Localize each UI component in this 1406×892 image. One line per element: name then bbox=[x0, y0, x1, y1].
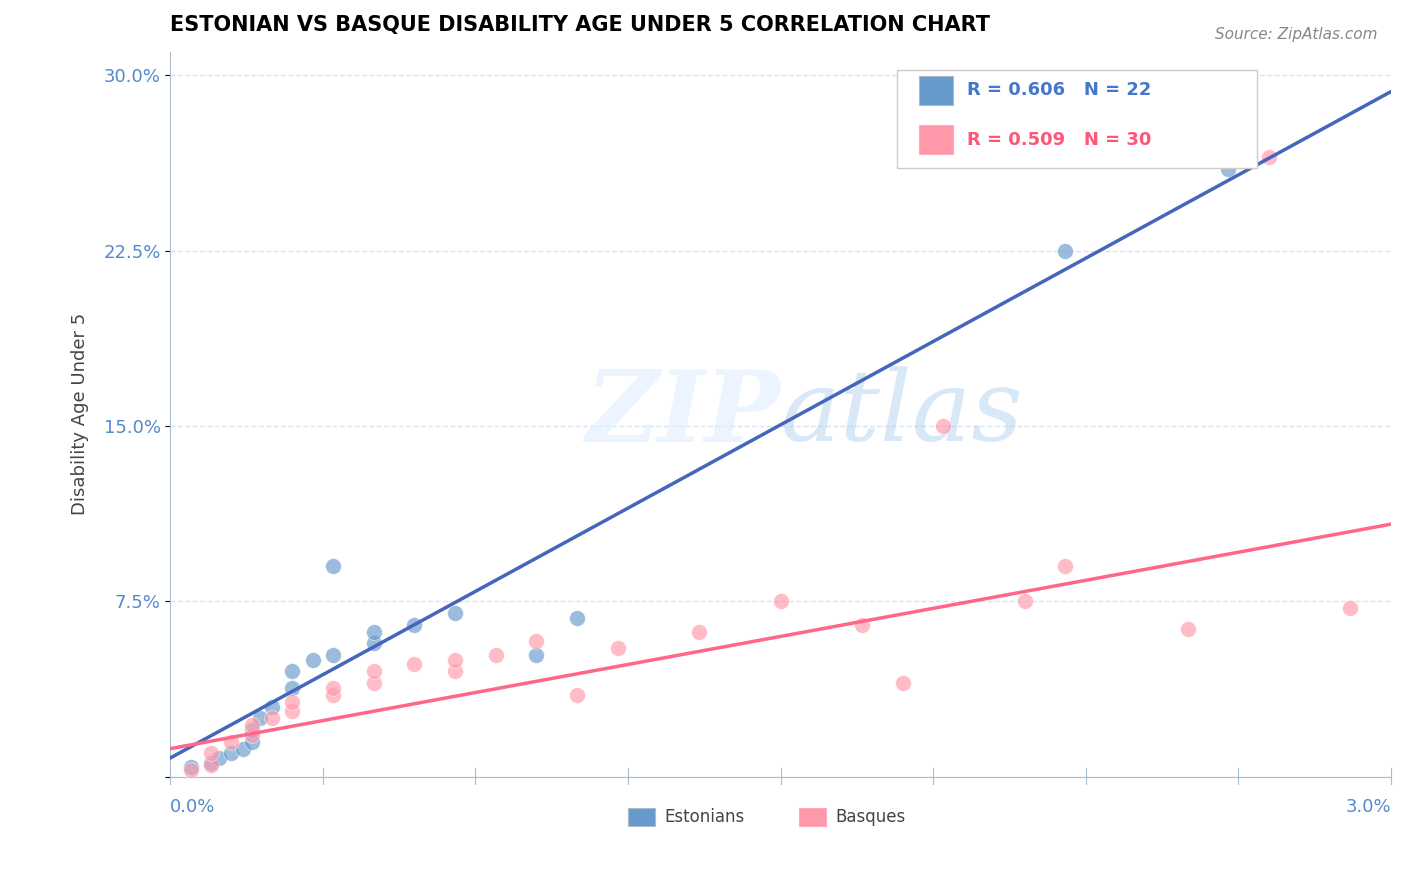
Point bbox=[526, 634, 548, 648]
Bar bbox=[918, 125, 953, 154]
Point bbox=[200, 758, 222, 772]
Text: 0.0%: 0.0% bbox=[170, 798, 215, 816]
Point bbox=[301, 653, 323, 667]
Point bbox=[1258, 150, 1281, 164]
Point bbox=[240, 734, 263, 748]
Point bbox=[769, 594, 792, 608]
Text: 3.0%: 3.0% bbox=[1346, 798, 1391, 816]
Point bbox=[281, 681, 304, 695]
Point bbox=[891, 676, 914, 690]
Point bbox=[565, 610, 588, 624]
Text: ZIP: ZIP bbox=[586, 366, 780, 463]
Point bbox=[485, 648, 508, 662]
Point bbox=[526, 648, 548, 662]
Y-axis label: Disability Age Under 5: Disability Age Under 5 bbox=[72, 313, 89, 516]
Point bbox=[565, 688, 588, 702]
Point bbox=[1339, 601, 1361, 615]
Point bbox=[180, 760, 202, 774]
Point bbox=[1054, 559, 1077, 574]
Text: Estonians: Estonians bbox=[665, 807, 745, 826]
Point bbox=[404, 617, 426, 632]
Point bbox=[281, 665, 304, 679]
Point bbox=[260, 711, 283, 725]
Point bbox=[322, 648, 344, 662]
Text: R = 0.509   N = 30: R = 0.509 N = 30 bbox=[967, 130, 1152, 149]
Point bbox=[281, 695, 304, 709]
Point bbox=[322, 559, 344, 574]
Point bbox=[240, 718, 263, 732]
Point bbox=[200, 756, 222, 770]
Point bbox=[219, 734, 242, 748]
Point bbox=[363, 665, 385, 679]
Point bbox=[240, 728, 263, 742]
Text: Basques: Basques bbox=[835, 807, 905, 826]
Point bbox=[404, 657, 426, 672]
Point bbox=[606, 641, 628, 656]
Point bbox=[1218, 161, 1240, 176]
Point bbox=[1054, 244, 1077, 258]
Point bbox=[363, 624, 385, 639]
Point bbox=[1014, 594, 1036, 608]
Point bbox=[444, 606, 467, 620]
Point bbox=[444, 665, 467, 679]
Point bbox=[444, 653, 467, 667]
Point bbox=[232, 741, 254, 756]
Bar bbox=[799, 807, 825, 826]
Point bbox=[260, 699, 283, 714]
Text: R = 0.606   N = 22: R = 0.606 N = 22 bbox=[967, 81, 1152, 99]
Bar bbox=[918, 76, 953, 104]
Point bbox=[851, 617, 873, 632]
Point bbox=[363, 676, 385, 690]
Text: Source: ZipAtlas.com: Source: ZipAtlas.com bbox=[1215, 27, 1378, 42]
Point bbox=[240, 723, 263, 737]
Point bbox=[200, 747, 222, 761]
Point bbox=[1177, 623, 1199, 637]
Point bbox=[180, 763, 202, 777]
Point bbox=[208, 751, 231, 765]
Bar bbox=[628, 807, 655, 826]
Point bbox=[281, 704, 304, 718]
Text: ESTONIAN VS BASQUE DISABILITY AGE UNDER 5 CORRELATION CHART: ESTONIAN VS BASQUE DISABILITY AGE UNDER … bbox=[170, 15, 990, 35]
Point bbox=[219, 747, 242, 761]
Text: atlas: atlas bbox=[780, 367, 1024, 462]
Point bbox=[932, 419, 955, 434]
Point bbox=[322, 688, 344, 702]
Bar bbox=[897, 70, 1257, 168]
Point bbox=[688, 624, 710, 639]
Point bbox=[322, 681, 344, 695]
Point bbox=[249, 711, 271, 725]
Point bbox=[363, 636, 385, 650]
